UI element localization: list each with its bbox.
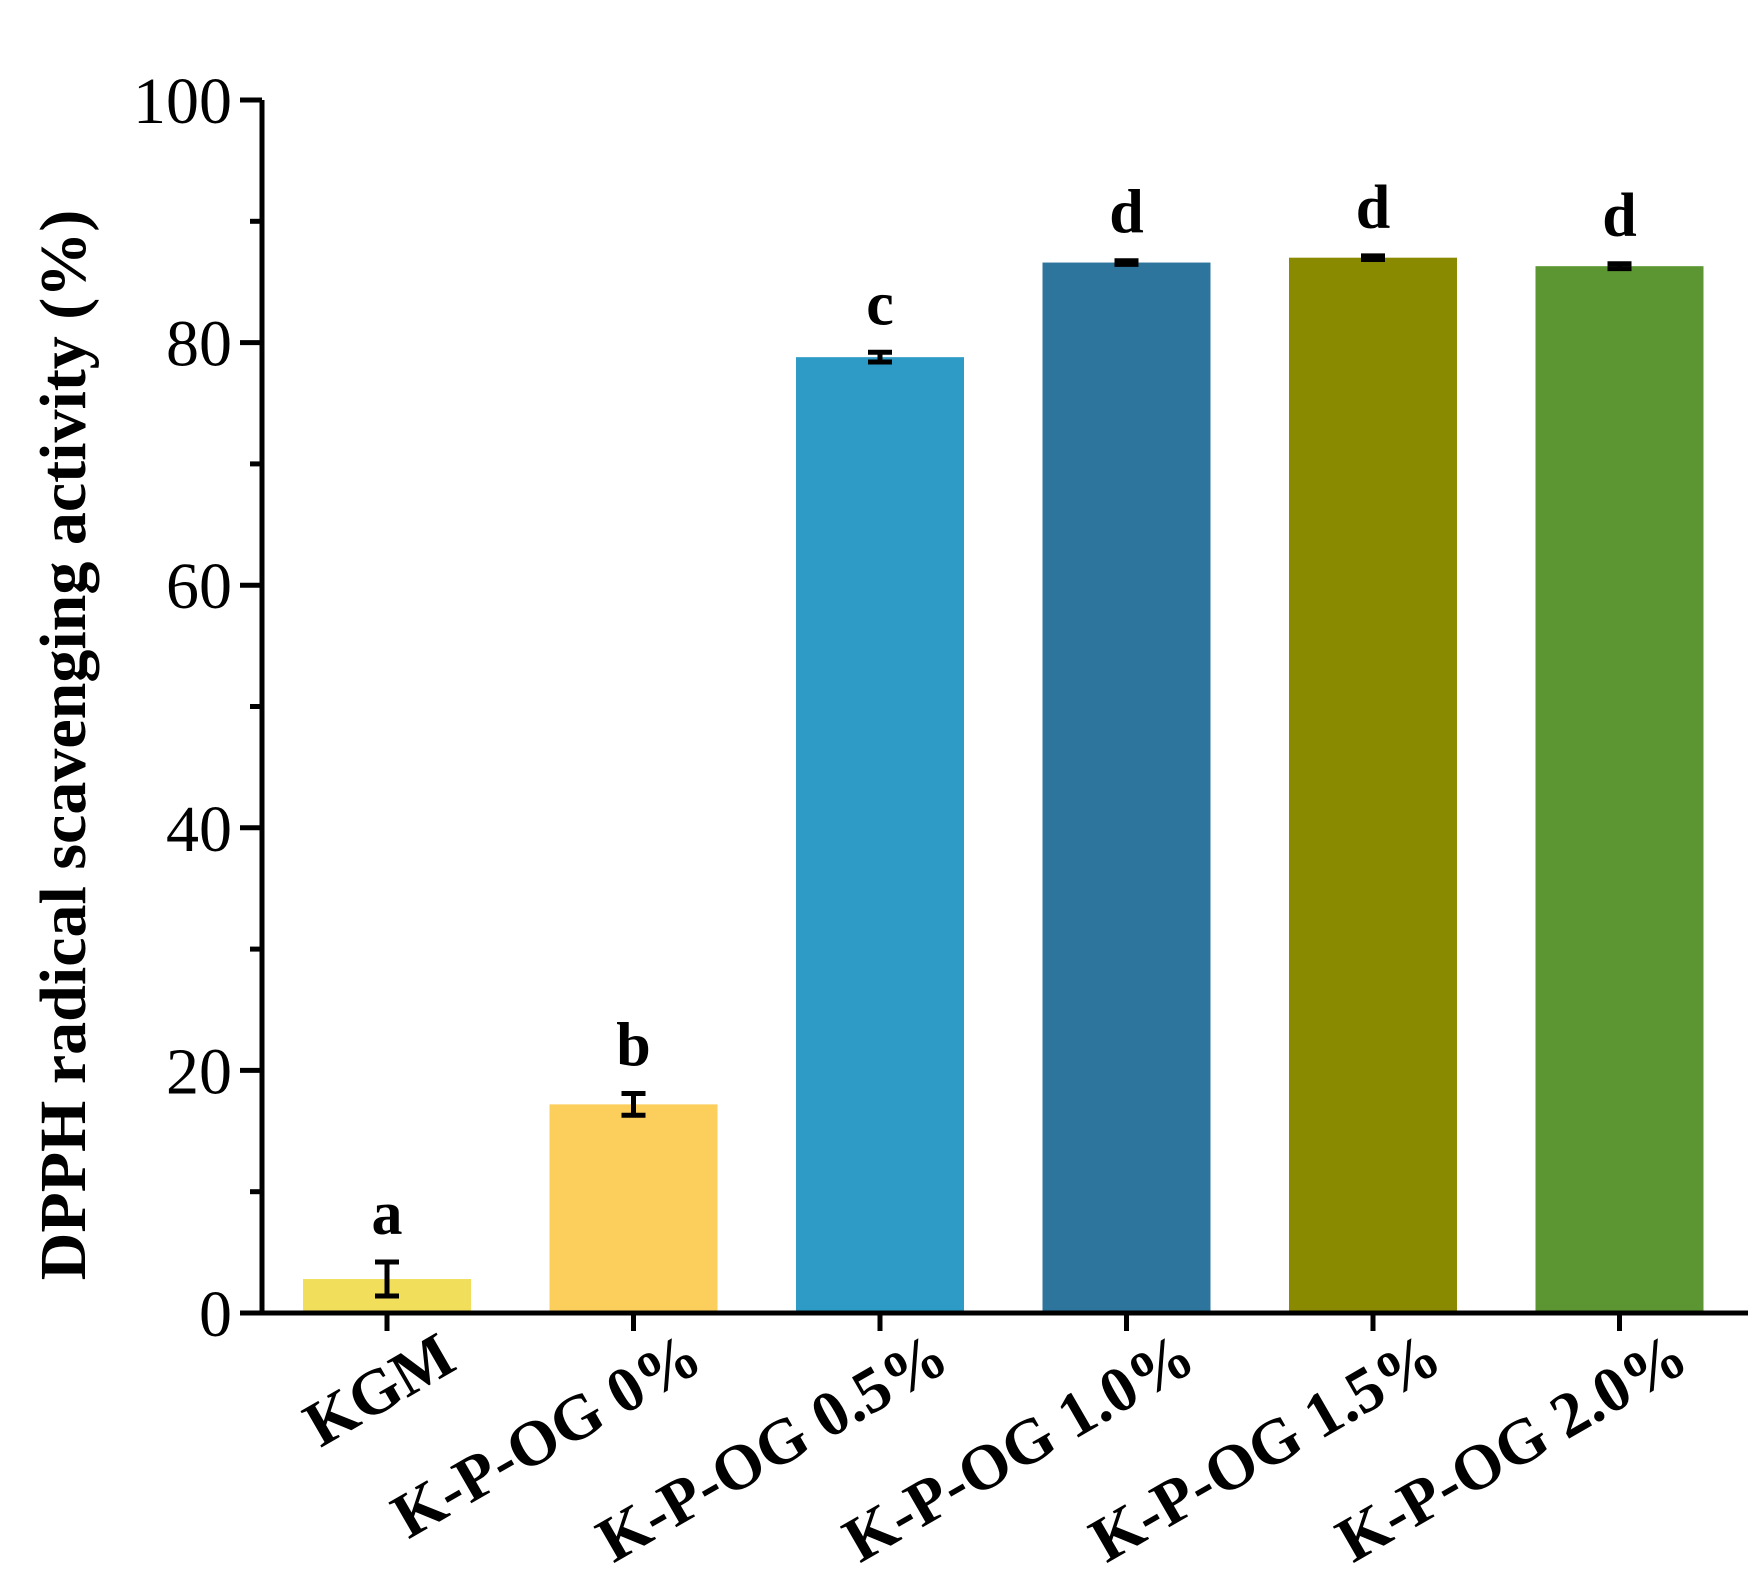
y-tick-label-0: 0 bbox=[199, 1278, 232, 1351]
bar-5 bbox=[1289, 257, 1457, 1314]
chart-marks: a b c d d d bbox=[303, 174, 1704, 1314]
y-tick-label-20: 20 bbox=[166, 1035, 232, 1108]
error-bar-5 bbox=[1361, 253, 1385, 263]
significance-label-3: c bbox=[866, 270, 894, 338]
significance-label-2: b bbox=[616, 1011, 650, 1079]
error-bar-6 bbox=[1607, 261, 1632, 272]
significance-label-4: d bbox=[1109, 179, 1143, 247]
bar-6 bbox=[1535, 266, 1704, 1313]
significance-label-6: d bbox=[1602, 182, 1636, 250]
error-bar-2 bbox=[621, 1090, 646, 1118]
bar-3 bbox=[796, 357, 964, 1313]
y-tick-label-60: 60 bbox=[166, 550, 232, 623]
y-axis-title: DPPH radical scavenging activity (%) bbox=[27, 210, 100, 1281]
y-tick-label-80: 80 bbox=[166, 308, 232, 381]
x-tick-label-1: KGM bbox=[292, 1319, 466, 1460]
y-tick-label-100: 100 bbox=[133, 65, 232, 138]
error-bar-3 bbox=[868, 349, 892, 365]
error-bar-1 bbox=[375, 1259, 399, 1299]
bar-4 bbox=[1042, 262, 1211, 1313]
significance-label-5: d bbox=[1356, 174, 1390, 242]
bar-2 bbox=[549, 1104, 718, 1313]
error-bar-4 bbox=[1114, 258, 1139, 267]
significance-label-1: a bbox=[372, 1180, 403, 1248]
y-tick-label-40: 40 bbox=[166, 793, 232, 866]
